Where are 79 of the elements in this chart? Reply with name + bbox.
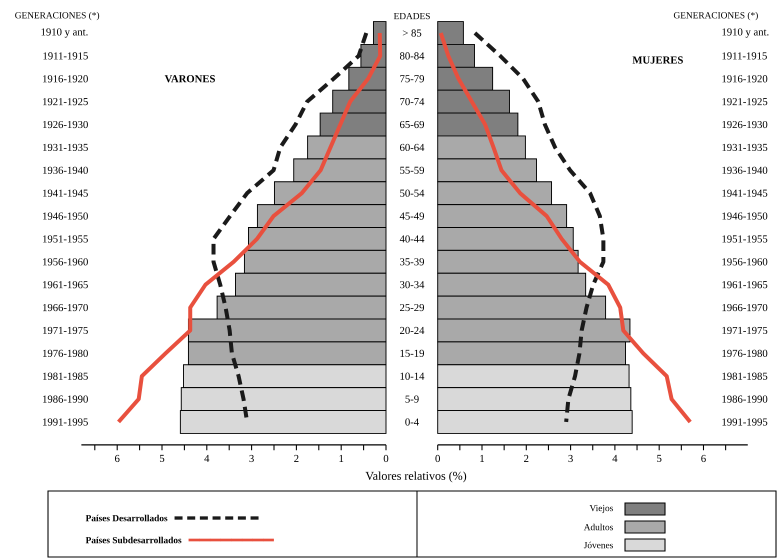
y-tick-label: 1986-1990 xyxy=(43,396,88,403)
x-tick-label: 4 xyxy=(612,454,618,462)
y-tick-label: 30-34 xyxy=(400,281,424,288)
x-axis-title: Valores relativos (%) xyxy=(365,471,466,482)
legend-label: Adultos xyxy=(584,524,613,530)
y-tick-label: 1956-1960 xyxy=(43,258,88,266)
y-tick-label: 1946-1950 xyxy=(43,212,88,220)
y-tick-label: 15-19 xyxy=(400,350,424,357)
x-tick-label: 2 xyxy=(294,454,298,462)
x-tick-label: 5 xyxy=(160,454,164,462)
text: VARONES xyxy=(164,75,215,82)
y2-tick-label: 1941-1945 xyxy=(722,190,768,197)
y-tick-label: 45-49 xyxy=(400,212,424,220)
x-tick-label: 3 xyxy=(568,454,573,462)
y-tick-label: 1926-1930 xyxy=(43,120,88,128)
legend-label: Países Subdesarrollados xyxy=(86,536,182,544)
y-axis-title: EDADES xyxy=(394,12,430,20)
y-tick-label: 1981-1985 xyxy=(43,372,88,380)
y2-tick-label: 1991-1995 xyxy=(722,418,768,426)
y-tick-label: 1941-1945 xyxy=(43,190,88,197)
y2-axis-title: GENERACIONES (*) xyxy=(674,12,758,20)
y-tick-label: 5-9 xyxy=(406,396,419,403)
y-tick-label: 1951-1955 xyxy=(43,235,88,243)
y-tick-label: 55-59 xyxy=(400,166,424,174)
y-tick-label: 0-4 xyxy=(405,418,419,426)
x-tick-label: 0 xyxy=(435,454,440,462)
y2-tick-label: 1986-1990 xyxy=(722,396,768,403)
y2-tick-label: 1961-1965 xyxy=(722,281,768,288)
text: MUJERES xyxy=(632,56,683,64)
y-tick-label: 1911-1915 xyxy=(43,52,88,60)
y-tick-label: 1936-1940 xyxy=(43,166,88,174)
y2-tick-label: 1971-1975 xyxy=(722,326,768,334)
y2-tick-label: 1911-1915 xyxy=(722,52,767,60)
y-tick-label: > 85 xyxy=(402,29,422,37)
y-tick-label: 1971-1975 xyxy=(43,326,88,334)
x-tick-label: 4 xyxy=(204,454,210,462)
y2-tick-label: 1976-1980 xyxy=(722,350,768,357)
y-tick-label: 1910 y ant. xyxy=(42,28,88,38)
y2-tick-label: 1951-1955 xyxy=(722,235,768,243)
y-tick-label: 35-39 xyxy=(400,258,424,266)
x-tick-label: 5 xyxy=(657,454,662,462)
y-tick-label: 70-74 xyxy=(400,98,424,106)
y-tick-label: 1976-1980 xyxy=(43,350,88,357)
y-tick-label: 65-69 xyxy=(400,120,424,128)
y-tick-label: 50-54 xyxy=(400,190,424,197)
y2-tick-label: 1921-1925 xyxy=(722,98,768,106)
y-axis-title: GENERACIONES (*) xyxy=(15,12,100,20)
x-tick-label: 6 xyxy=(114,454,120,462)
y2-tick-label: 1966-1970 xyxy=(722,304,768,312)
y-tick-label: 10-14 xyxy=(400,372,424,380)
y-tick-label: 1931-1935 xyxy=(43,144,88,151)
y-tick-label: 1961-1965 xyxy=(43,281,88,288)
y2-tick-label: 1956-1960 xyxy=(722,258,768,266)
x-tick-label: 0 xyxy=(384,454,388,462)
x-tick-label: 1 xyxy=(480,454,484,462)
y-tick-label: 1921-1925 xyxy=(43,98,88,106)
y-tick-label: 25-29 xyxy=(400,304,424,312)
y2-tick-label: 1946-1950 xyxy=(722,212,768,220)
y-tick-label: 80-84 xyxy=(400,52,424,60)
y2-tick-label: 1926-1930 xyxy=(722,120,768,128)
y2-tick-label: 1936-1940 xyxy=(722,166,768,174)
legend-label: Países Desarrollados xyxy=(86,514,168,522)
y2-tick-label: 1931-1935 xyxy=(722,144,768,151)
x-tick-label: 3 xyxy=(249,454,254,462)
y2-tick-label: 1916-1920 xyxy=(722,75,768,82)
y2-tick-label: 1981-1985 xyxy=(722,372,768,380)
y-tick-label: 40-44 xyxy=(400,235,424,243)
legend-label: Jóvenes xyxy=(584,542,613,548)
y2-tick-label: 1910 y ant. xyxy=(722,28,768,38)
y-tick-label: 60-64 xyxy=(400,144,424,152)
y-tick-label: 75-79 xyxy=(400,75,424,82)
y-tick-label: 1966-1970 xyxy=(43,304,88,312)
x-tick-label: 1 xyxy=(339,454,344,462)
x-tick-label: 2 xyxy=(524,454,528,462)
y-tick-label: 1916-1920 xyxy=(43,75,88,82)
y-tick-label: 1991-1995 xyxy=(43,418,88,426)
x-tick-label: 6 xyxy=(701,454,706,462)
y-tick-label: 20-24 xyxy=(400,326,424,334)
legend-label: Viejos xyxy=(590,504,613,514)
